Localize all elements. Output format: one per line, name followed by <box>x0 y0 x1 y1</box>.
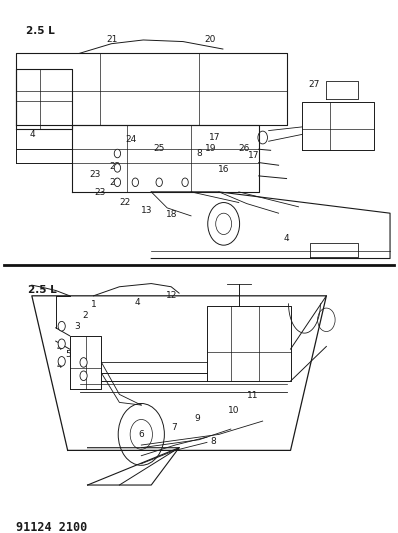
Text: 24: 24 <box>125 135 136 144</box>
Text: 2.5 L: 2.5 L <box>28 286 57 295</box>
Circle shape <box>58 357 65 366</box>
Text: 5: 5 <box>66 350 71 359</box>
Text: 3: 3 <box>75 322 80 330</box>
Text: 21: 21 <box>107 36 118 44</box>
Circle shape <box>114 178 121 187</box>
Text: 22: 22 <box>110 162 121 171</box>
Text: 23: 23 <box>95 189 106 197</box>
Text: 4: 4 <box>56 343 62 352</box>
Text: 2: 2 <box>83 311 88 320</box>
Circle shape <box>80 371 87 381</box>
Text: 16: 16 <box>218 165 229 174</box>
Text: 17: 17 <box>248 151 259 160</box>
Text: 25: 25 <box>154 144 165 152</box>
Text: 6: 6 <box>139 430 144 439</box>
Text: 12: 12 <box>166 292 178 300</box>
Text: 10: 10 <box>228 406 240 415</box>
Text: 13: 13 <box>141 206 152 215</box>
Text: 27: 27 <box>308 80 319 88</box>
Text: 22: 22 <box>110 178 121 187</box>
Text: 23: 23 <box>89 171 100 179</box>
Circle shape <box>114 149 121 158</box>
Text: 91124 2100: 91124 2100 <box>16 521 87 533</box>
Text: 4: 4 <box>284 235 289 243</box>
Circle shape <box>80 358 87 367</box>
Text: 4: 4 <box>30 130 35 139</box>
Text: 8: 8 <box>210 437 216 446</box>
Text: 26: 26 <box>238 144 249 152</box>
Circle shape <box>58 339 65 349</box>
Text: 11: 11 <box>248 391 259 400</box>
Circle shape <box>114 164 121 172</box>
Text: 1: 1 <box>91 301 96 309</box>
Text: 9: 9 <box>194 414 200 423</box>
Text: 18: 18 <box>166 210 178 219</box>
Circle shape <box>156 178 162 187</box>
Text: 8: 8 <box>196 149 202 158</box>
Text: 17: 17 <box>209 133 220 142</box>
Text: 4: 4 <box>135 298 140 306</box>
Text: 20: 20 <box>205 36 216 44</box>
Text: 7: 7 <box>172 423 177 432</box>
Text: 19: 19 <box>205 144 217 152</box>
Text: 22: 22 <box>120 198 131 207</box>
Circle shape <box>182 178 188 187</box>
Circle shape <box>58 321 65 331</box>
Circle shape <box>132 178 139 187</box>
Text: 2.5 L: 2.5 L <box>26 26 55 36</box>
Text: 4: 4 <box>56 361 62 369</box>
